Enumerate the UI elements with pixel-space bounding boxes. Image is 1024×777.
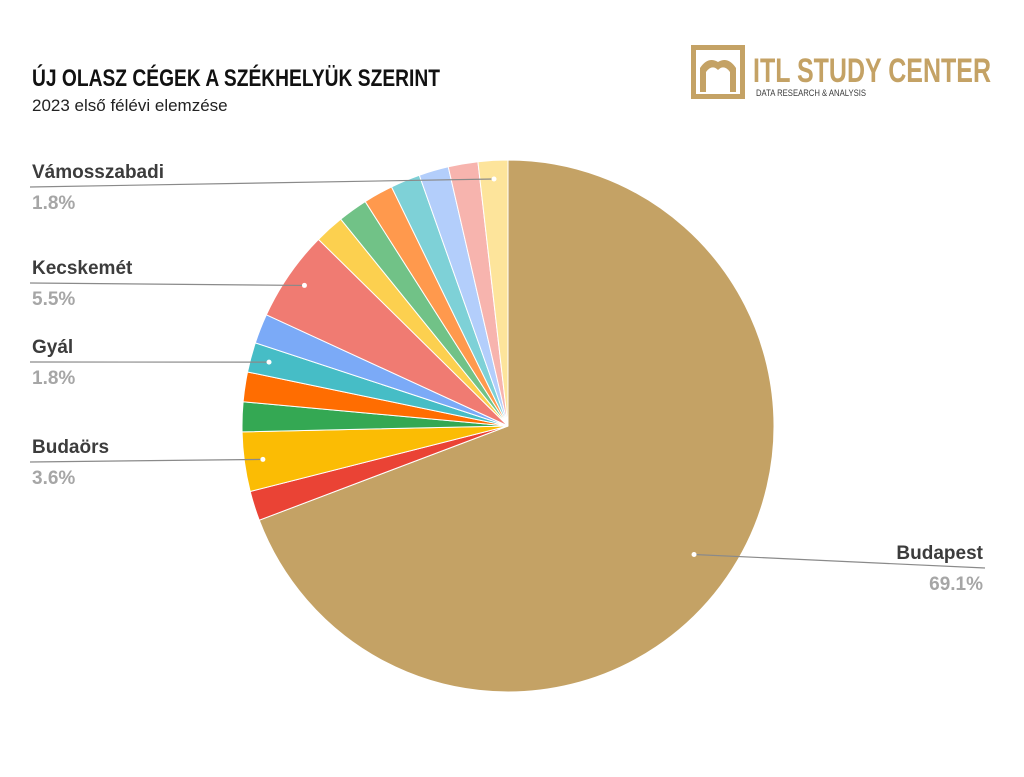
slice-label: Kecskemét [32, 258, 133, 279]
slice-value-label: 1.8% [32, 193, 75, 214]
pie-slice [477, 159, 509, 427]
slice-value-label: 3.6% [32, 468, 75, 489]
slice-label: Vámosszabadi [32, 162, 164, 183]
slice-label: Budaörs [32, 437, 109, 458]
leader-dot [301, 282, 307, 288]
logo: ITL STUDY CENTER DATA RESEARCH & ANALYSI… [691, 45, 991, 99]
logo-arches [700, 60, 736, 92]
leader-dot [691, 551, 697, 557]
slice-label: Gyál [32, 337, 73, 358]
slice-value-label: 5.5% [32, 289, 75, 310]
leader-line [694, 553, 986, 569]
labels: Budapest 69.1% Budaörs 3.6% Gyál 1.8% Kecskemé… [29, 162, 986, 595]
logo-tagline: DATA RESEARCH & ANALYSIS [756, 88, 866, 98]
leader-line [29, 178, 495, 188]
logo-name: ITL STUDY CENTER [753, 52, 991, 90]
leader-dot [260, 456, 266, 462]
slice-value-label: 1.8% [32, 368, 75, 389]
leader-line [29, 458, 263, 463]
chart-subtitle: 2023 első félévi elemzése [32, 96, 228, 115]
leader-line [29, 282, 305, 287]
leader-dot [491, 176, 497, 182]
pie [241, 159, 775, 693]
slice-value-label: 69.1% [929, 574, 983, 595]
chart-title: ÚJ OLASZ CÉGEK A SZÉKHELYÜK SZERINT [32, 64, 440, 92]
leader-dot [266, 359, 272, 365]
pie-slice [258, 159, 775, 693]
slice-label: Budapest [896, 543, 983, 564]
